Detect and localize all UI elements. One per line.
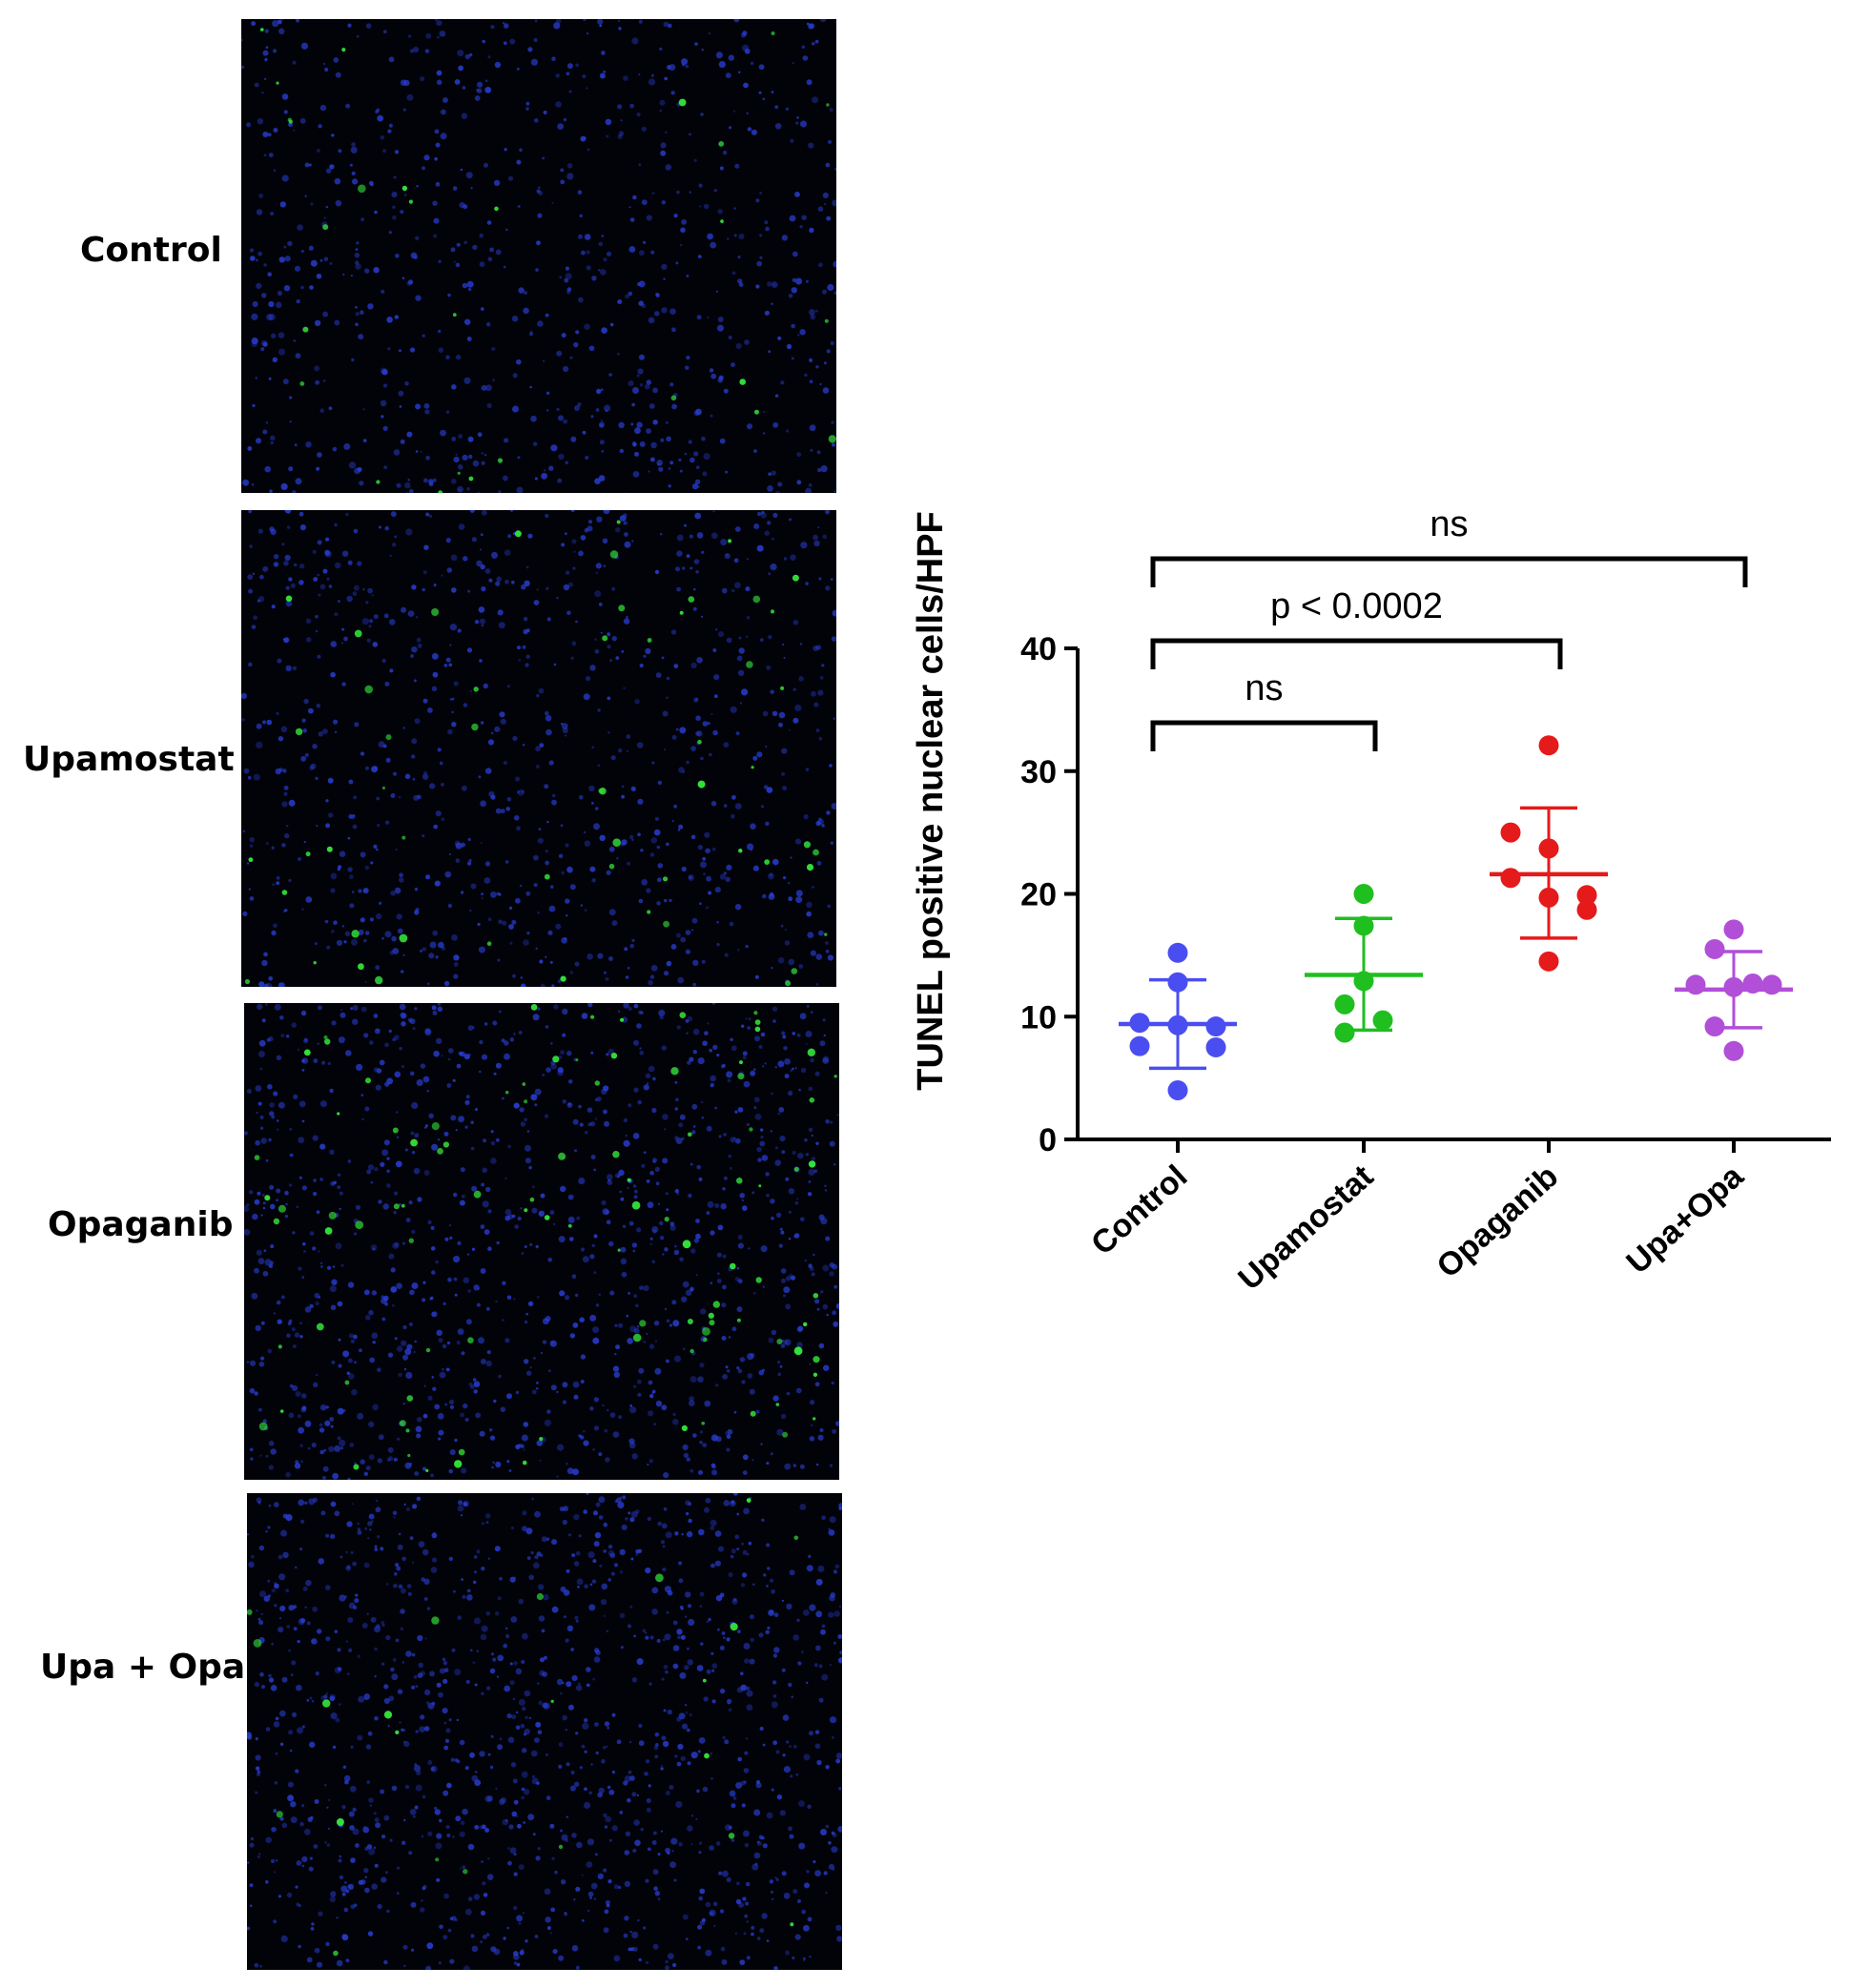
chart-axes: 0 10 20 30 40 Control Upamostat Opaganib Upa+Opa <box>1020 631 1831 1298</box>
data-point <box>1353 884 1374 904</box>
bracket-label: ns <box>1430 504 1468 544</box>
data-point <box>1576 885 1597 906</box>
y-tick-label: 10 <box>1020 999 1057 1035</box>
data-point <box>1500 868 1521 889</box>
series-upamostat <box>1305 884 1423 1043</box>
panel-label-upa-opa: Upa + Opa <box>40 1648 246 1687</box>
data-point <box>1167 1014 1188 1035</box>
data-point <box>1372 1010 1393 1031</box>
data-point <box>1353 971 1374 992</box>
micrograph-opaganib <box>244 1003 839 1480</box>
tunel-scatter-chart: 0 10 20 30 40 Control Upamostat Opaganib Upa+Opa… <box>911 504 1831 1298</box>
panel-label-opaganib: Opaganib <box>48 1205 234 1244</box>
y-axis-label: TUNEL positive nuclear cells/HPF <box>911 511 951 1090</box>
chart-marks <box>1119 735 1793 1100</box>
bracket-label: ns <box>1245 668 1283 708</box>
panel-label-upamostat: Upamostat <box>23 740 235 779</box>
data-point <box>1723 919 1744 940</box>
significance-brackets: ns p < 0.0002 ns <box>1150 504 1748 751</box>
y-tick-label: 40 <box>1020 631 1057 667</box>
micrograph-upamostat <box>241 510 836 987</box>
bracket-1: p < 0.0002 <box>1150 586 1563 669</box>
panel-label-control: Control <box>80 231 222 270</box>
data-point <box>1334 994 1355 1014</box>
data-point <box>1129 1013 1150 1034</box>
micrograph-control <box>241 19 836 493</box>
data-point <box>1576 899 1597 920</box>
series-control <box>1119 942 1237 1100</box>
data-point <box>1353 915 1374 936</box>
data-point <box>1538 951 1559 972</box>
data-point <box>1129 1035 1150 1056</box>
series-opaganib <box>1490 735 1608 972</box>
y-tick-label: 20 <box>1020 877 1057 913</box>
data-point <box>1704 938 1725 959</box>
data-point <box>1723 976 1744 997</box>
data-point <box>1167 1080 1188 1100</box>
data-point <box>1538 838 1559 859</box>
x-tick-label: Control <box>1084 1158 1194 1262</box>
data-point <box>1538 887 1559 908</box>
micrograph-upa-opa <box>247 1493 842 1970</box>
bracket-line <box>1150 720 1378 751</box>
data-point <box>1685 974 1706 995</box>
data-point <box>1538 735 1559 756</box>
bracket-line <box>1150 638 1563 669</box>
data-point <box>1742 973 1763 994</box>
data-point <box>1761 974 1782 995</box>
data-point <box>1205 1016 1226 1037</box>
bracket-line <box>1150 556 1748 587</box>
data-point <box>1167 942 1188 963</box>
data-point <box>1334 1022 1355 1043</box>
bracket-label: p < 0.0002 <box>1270 586 1443 626</box>
x-tick-label: Upa+Opa <box>1619 1158 1751 1281</box>
y-tick-label: 30 <box>1020 754 1057 790</box>
bracket-2: ns <box>1150 504 1748 587</box>
series-upa-opa <box>1675 919 1793 1061</box>
data-point <box>1704 1016 1725 1037</box>
data-point <box>1723 1040 1744 1061</box>
data-point <box>1205 1036 1226 1057</box>
bracket-0: ns <box>1150 668 1378 751</box>
data-point <box>1167 972 1188 993</box>
x-tick-label: Upamostat <box>1231 1158 1380 1298</box>
y-tick-label: 0 <box>1039 1122 1057 1158</box>
data-point <box>1500 822 1521 843</box>
x-tick-label: Opaganib <box>1430 1158 1565 1285</box>
